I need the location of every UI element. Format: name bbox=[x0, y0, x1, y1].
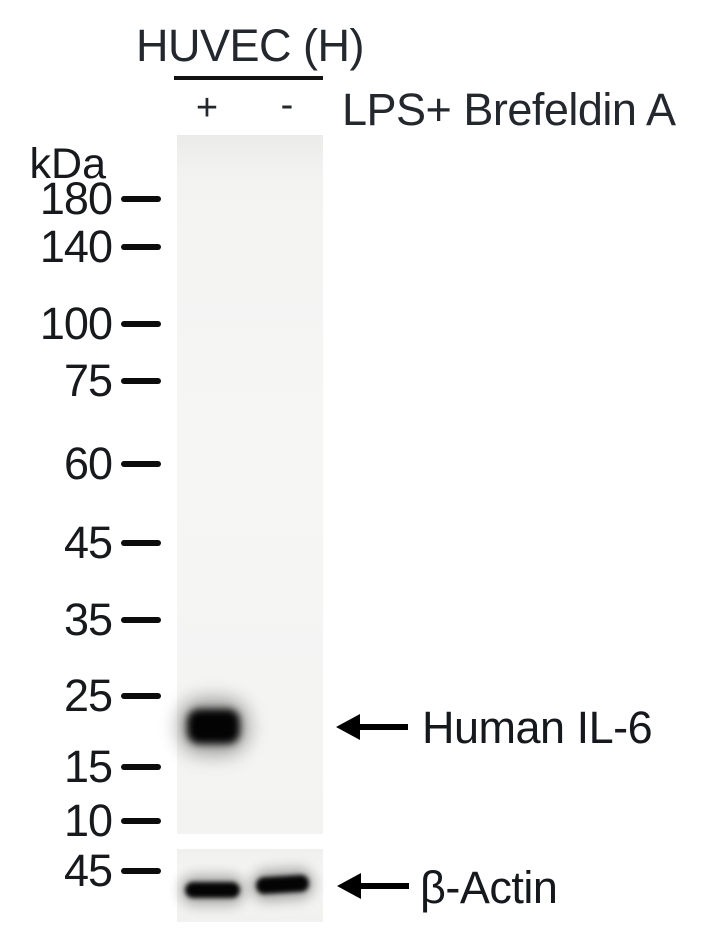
ladder-tick bbox=[121, 764, 161, 770]
ladder-label-60: 60 bbox=[63, 438, 113, 489]
lane-label-minus: - bbox=[280, 84, 294, 126]
treatment-label: LPS+ Brefeldin A bbox=[342, 84, 676, 135]
ladder-label-25: 25 bbox=[63, 670, 113, 721]
ladder-label-15: 15 bbox=[63, 741, 113, 792]
left-arrow-icon bbox=[336, 713, 408, 741]
blot-panel-il6 bbox=[177, 135, 323, 834]
ladder-label-45: 45 bbox=[63, 517, 113, 568]
blot-panel-actin bbox=[177, 849, 323, 922]
kda-unit-label: kDa bbox=[29, 140, 106, 188]
ladder-tick bbox=[121, 868, 161, 874]
il6-band-lane-plus bbox=[187, 709, 240, 744]
lane-label-plus: + bbox=[195, 87, 219, 129]
band-annotation-il6: Human IL-6 bbox=[422, 702, 653, 753]
ladder-tick bbox=[121, 617, 161, 623]
ladder-tick bbox=[121, 321, 161, 327]
ladder-label-140: 140 bbox=[39, 221, 113, 272]
actin-band-lane-plus bbox=[185, 882, 240, 898]
ladder-label-75: 75 bbox=[63, 355, 113, 406]
ladder-tick bbox=[121, 818, 161, 824]
ladder-label-45-lower: 45 bbox=[63, 845, 113, 896]
ladder-tick bbox=[121, 196, 161, 202]
ladder-label-10: 10 bbox=[63, 795, 113, 846]
ladder-tick bbox=[121, 378, 161, 384]
left-arrow-icon bbox=[337, 872, 409, 900]
ladder-label-100: 100 bbox=[39, 298, 113, 349]
cell-line-title: HUVEC (H) bbox=[136, 20, 365, 71]
ladder-label-180: 180 bbox=[39, 173, 113, 224]
ladder-label-35: 35 bbox=[63, 594, 113, 645]
ladder-tick bbox=[121, 244, 161, 250]
lane-group-underline bbox=[174, 76, 323, 80]
actin-band-lane-minus bbox=[255, 874, 310, 895]
ladder-tick bbox=[121, 540, 161, 546]
ladder-tick bbox=[121, 693, 161, 699]
ladder-tick bbox=[121, 461, 161, 467]
band-annotation-actin: β-Actin bbox=[420, 862, 558, 913]
